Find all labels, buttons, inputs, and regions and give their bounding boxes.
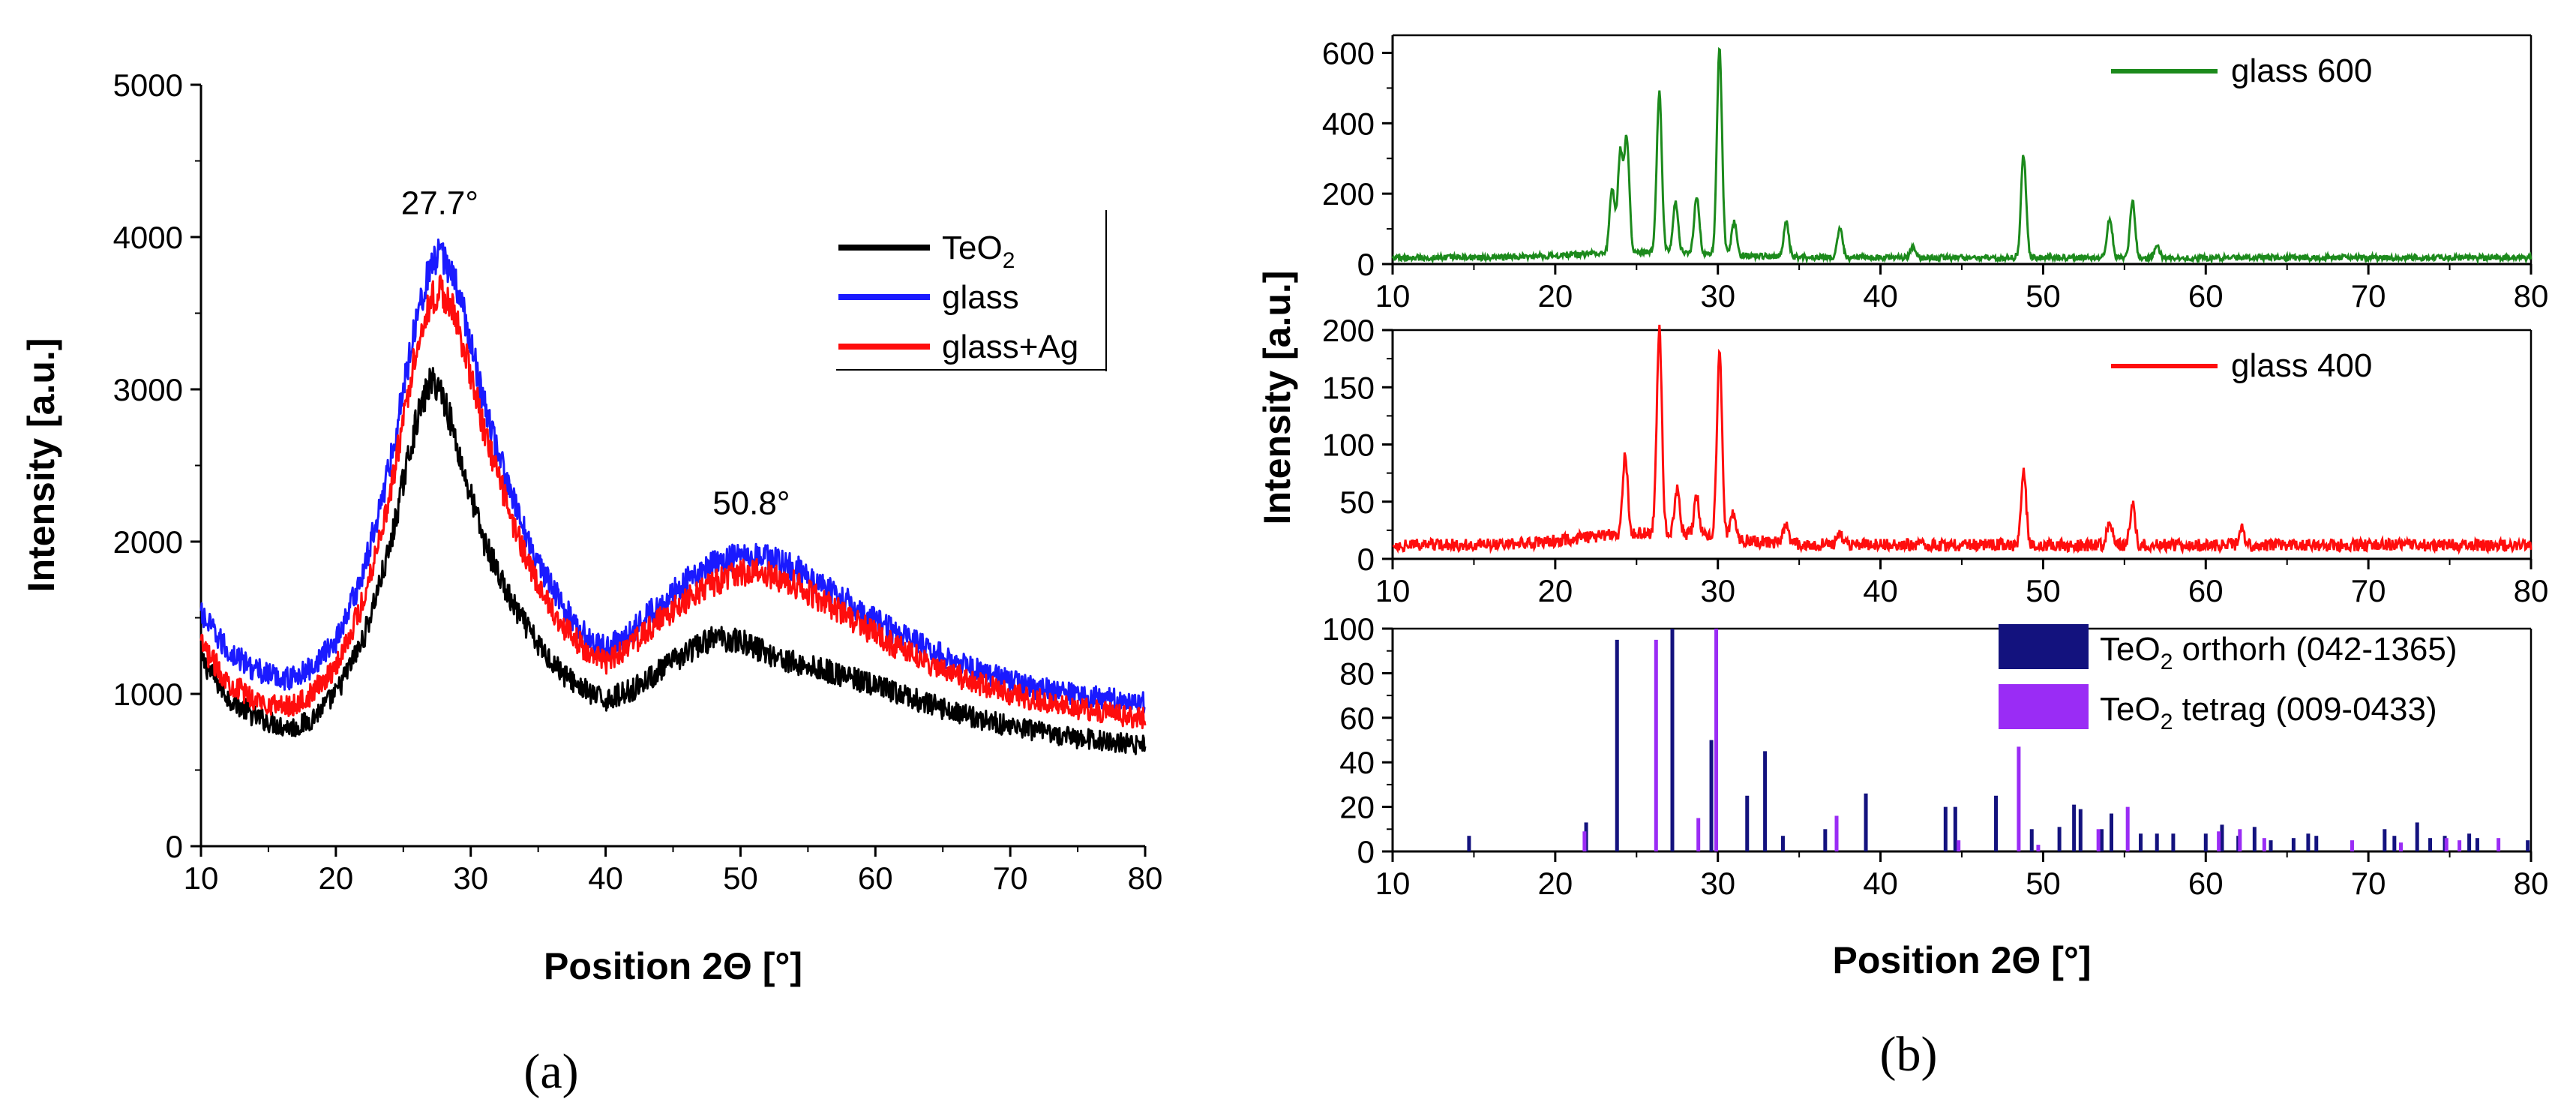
legend-a-label-TeO2: TeO2 bbox=[942, 230, 1015, 273]
chart-a: 10 20 30 40 50 60 70 80 0 1000 2000 3000 4000 5000 27.… bbox=[20, 68, 1162, 987]
subplot-2-y-tick-label: 0 bbox=[1357, 834, 1375, 869]
chart-a-y-tick-label: 3000 bbox=[113, 372, 183, 407]
chart-a-y-tick-label: 4000 bbox=[113, 220, 183, 255]
subplot-2-x-tick-label: 80 bbox=[2514, 866, 2549, 901]
chart-a-x-axis-label: Position 2Θ [°] bbox=[544, 945, 802, 987]
subplot-1-y-tick-label: 50 bbox=[1339, 485, 1375, 520]
subplot-1-x-tick-label: 20 bbox=[1537, 573, 1573, 608]
subplot-0-y-tick-label: 400 bbox=[1322, 106, 1375, 141]
subplot-1-x-tick-label: 50 bbox=[2026, 573, 2061, 608]
chart-a-y-tick-label: 2000 bbox=[113, 524, 183, 560]
peak-annotation: 27.7° bbox=[401, 185, 478, 222]
chart-a-x-tick-label: 50 bbox=[723, 860, 758, 896]
subplot-1-x-tick-label: 10 bbox=[1375, 573, 1411, 608]
chart-a-y-tick-label: 5000 bbox=[113, 68, 183, 103]
subplot-1-x-tick-label: 60 bbox=[2188, 573, 2224, 608]
reference-legend-label-0: TeO2 orthorh (042-1365) bbox=[2100, 631, 2458, 674]
subplot-0-y-tick-label: 600 bbox=[1322, 35, 1375, 71]
subplot-1-y-tick-label: 150 bbox=[1322, 370, 1375, 405]
series-line-glass-400 bbox=[1393, 324, 2533, 555]
subplot-2-x-tick-label: 30 bbox=[1700, 866, 1735, 901]
legend-a: TeO2 glass glass+Ag bbox=[836, 210, 1107, 371]
reference-legend-label-1: TeO2 tetrag (009-0433) bbox=[2100, 691, 2437, 734]
subplot-2-y-tick-label: 100 bbox=[1322, 611, 1375, 647]
chart-b-x-axis-label: Position 2Θ [°] bbox=[1833, 939, 2092, 981]
subplot-1-x-tick-label: 80 bbox=[2514, 573, 2549, 608]
subplot-1-x-tick-label: 70 bbox=[2351, 573, 2386, 608]
subplot-2-y-tick-label: 80 bbox=[1339, 656, 1375, 691]
chart-a-y-axis-label: Intensity [a.u.] bbox=[20, 338, 62, 593]
subplot-2-y-tick-label: 60 bbox=[1339, 701, 1375, 736]
series-line-TeO2 bbox=[199, 367, 1147, 755]
subplot-1-y-tick-label: 0 bbox=[1357, 542, 1375, 577]
subplot-2-x-tick-label: 70 bbox=[2351, 866, 2386, 901]
chart-a-y-tick-label: 1000 bbox=[113, 677, 183, 712]
subplot-2-x-tick-label: 60 bbox=[2188, 866, 2224, 901]
subplot-2-x-tick-label: 10 bbox=[1375, 866, 1411, 901]
subplot-1-x-tick-label: 40 bbox=[1863, 573, 1898, 608]
subplot-0-x-tick-label: 40 bbox=[1863, 278, 1898, 314]
chart-a-x-tick-label: 30 bbox=[453, 860, 488, 896]
chart-a-x-tick-label: 60 bbox=[858, 860, 893, 896]
subplot-0-y-tick-label: 0 bbox=[1357, 247, 1375, 282]
subplot-glass-600: 10 20 30 40 50 60 70 80 0 200 400 600 glass 600 bbox=[1322, 34, 2549, 314]
legend-label-glass-600: glass 600 bbox=[2231, 53, 2372, 89]
subplot-2-y-tick-label: 20 bbox=[1339, 790, 1375, 825]
subplot-2-x-tick-label: 40 bbox=[1863, 866, 1898, 901]
reference-legend-swatch-1 bbox=[1999, 684, 2089, 729]
subplot-2-x-tick-label: 20 bbox=[1537, 866, 1573, 901]
subplot-0-x-tick-label: 60 bbox=[2188, 278, 2224, 314]
series-line-glass+Ag bbox=[199, 274, 1147, 730]
chart-b-y-axis-label: Intensity [a.u.] bbox=[1256, 271, 1298, 525]
legend-label-glass-400: glass 400 bbox=[2231, 347, 2372, 384]
chart-a-x-tick-label: 20 bbox=[318, 860, 353, 896]
peak-annotation: 50.8° bbox=[712, 485, 790, 521]
panel-label-b: (b) bbox=[1880, 1027, 1938, 1082]
subplot-0-x-tick-label: 50 bbox=[2026, 278, 2061, 314]
legend-a-label-glass+Ag: glass+Ag bbox=[942, 329, 1078, 365]
chart-a-x-tick-label: 80 bbox=[1128, 860, 1163, 896]
legend-a-label-glass: glass bbox=[942, 279, 1019, 316]
subplot-0-x-tick-label: 10 bbox=[1375, 278, 1411, 314]
chart-a-x-tick-label: 70 bbox=[993, 860, 1028, 896]
subplot-1-x-tick-label: 30 bbox=[1700, 573, 1735, 608]
subplot-0-x-tick-label: 80 bbox=[2514, 278, 2549, 314]
subplot-1-y-tick-label: 200 bbox=[1322, 313, 1375, 348]
panel-label-a: (a) bbox=[523, 1044, 578, 1099]
chart-a-y-tick-label: 0 bbox=[166, 829, 183, 864]
subplot-0-y-tick-label: 200 bbox=[1322, 176, 1375, 212]
subplot-reference: 10 20 30 40 50 60 70 80 0 20 40 60 80 100 TeO2 orthorh… bbox=[1322, 611, 2548, 901]
series-line-glass-600 bbox=[1391, 47, 2533, 266]
subplot-1-y-tick-label: 100 bbox=[1322, 428, 1375, 463]
subplot-0-x-tick-label: 30 bbox=[1700, 278, 1735, 314]
subplot-2-x-tick-label: 50 bbox=[2026, 866, 2061, 901]
subplot-0-x-tick-label: 70 bbox=[2351, 278, 2386, 314]
reference-legend-swatch-0 bbox=[1999, 624, 2089, 669]
chart-a-x-tick-label: 10 bbox=[184, 860, 219, 896]
subplot-2-y-tick-label: 40 bbox=[1339, 745, 1375, 780]
subplot-glass-400: 10 20 30 40 50 60 70 80 0 50 100 150 200 glass 400 bbox=[1322, 313, 2548, 608]
chart-a-x-tick-label: 40 bbox=[588, 860, 623, 896]
subplot-0-x-tick-label: 20 bbox=[1537, 278, 1573, 314]
